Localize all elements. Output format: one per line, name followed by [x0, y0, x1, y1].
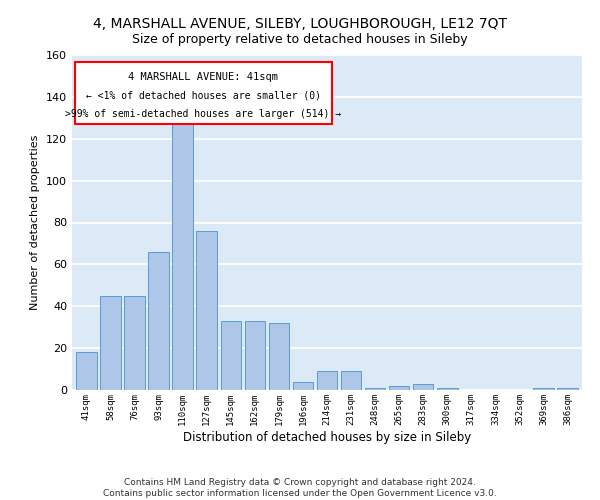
- Bar: [341, 371, 361, 390]
- Bar: [148, 252, 169, 390]
- Bar: [533, 388, 554, 390]
- Bar: [221, 321, 241, 390]
- Bar: [245, 321, 265, 390]
- X-axis label: Distribution of detached houses by size in Sileby: Distribution of detached houses by size …: [183, 430, 471, 444]
- Text: ← <1% of detached houses are smaller (0): ← <1% of detached houses are smaller (0): [86, 91, 321, 101]
- Bar: [437, 388, 458, 390]
- Bar: [76, 352, 97, 390]
- Bar: [124, 296, 145, 390]
- Bar: [557, 388, 578, 390]
- FancyBboxPatch shape: [74, 62, 332, 124]
- Bar: [389, 386, 409, 390]
- Bar: [293, 382, 313, 390]
- Bar: [317, 371, 337, 390]
- Bar: [269, 323, 289, 390]
- Text: Size of property relative to detached houses in Sileby: Size of property relative to detached ho…: [132, 32, 468, 46]
- Bar: [196, 231, 217, 390]
- Y-axis label: Number of detached properties: Number of detached properties: [31, 135, 40, 310]
- Text: >99% of semi-detached houses are larger (514) →: >99% of semi-detached houses are larger …: [65, 110, 341, 120]
- Bar: [413, 384, 433, 390]
- Text: Contains HM Land Registry data © Crown copyright and database right 2024.
Contai: Contains HM Land Registry data © Crown c…: [103, 478, 497, 498]
- Text: 4 MARSHALL AVENUE: 41sqm: 4 MARSHALL AVENUE: 41sqm: [128, 72, 278, 82]
- Bar: [172, 118, 193, 390]
- Text: 4, MARSHALL AVENUE, SILEBY, LOUGHBOROUGH, LE12 7QT: 4, MARSHALL AVENUE, SILEBY, LOUGHBOROUGH…: [93, 18, 507, 32]
- Bar: [365, 388, 385, 390]
- Bar: [100, 296, 121, 390]
